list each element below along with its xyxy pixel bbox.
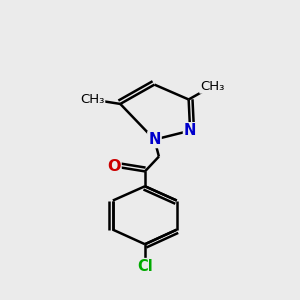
Text: CH₃: CH₃ xyxy=(80,93,104,106)
Text: N: N xyxy=(148,132,160,147)
Text: N: N xyxy=(184,123,196,138)
Text: Cl: Cl xyxy=(137,259,153,274)
Text: O: O xyxy=(107,159,121,174)
Text: CH₃: CH₃ xyxy=(200,80,225,93)
